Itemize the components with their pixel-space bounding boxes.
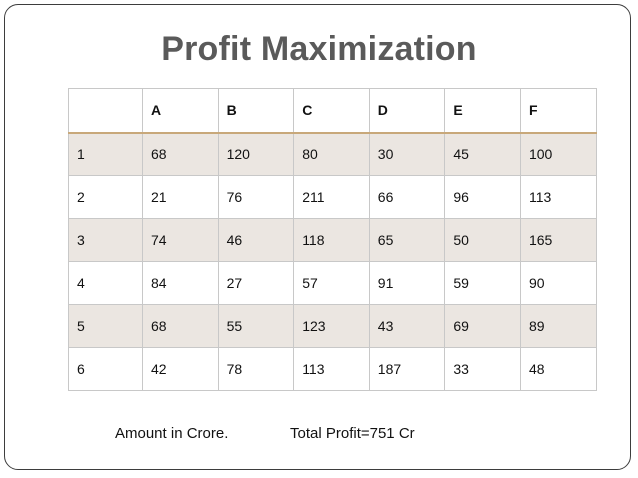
row-label-cell: 6 [68,347,143,391]
slide-title: Profit Maximization [161,30,477,68]
header-cell-b: B [217,88,295,134]
value-cell: 113 [519,175,597,219]
value-cell: 91 [368,261,446,305]
value-cell: 76 [217,175,295,219]
value-cell: 33 [444,347,521,391]
value-cell: 78 [217,347,295,391]
value-cell: 68 [142,132,219,176]
value-cell: 65 [368,218,446,262]
unit-note: Amount in Crore. [115,425,229,442]
header-cell-a: A [142,88,219,134]
value-cell: 118 [293,218,370,262]
table-row: 6 42 78 113 187 33 48 [68,347,597,391]
header-cell-d: D [368,88,446,134]
value-cell: 57 [293,261,370,305]
value-cell: 90 [519,261,597,305]
value-cell: 30 [368,132,446,176]
value-cell: 84 [142,261,219,305]
table-row: 2 21 76 211 66 96 113 [68,175,597,219]
value-cell: 120 [217,132,295,176]
table-row: 3 74 46 118 65 50 165 [68,218,597,262]
value-cell: 55 [217,304,295,348]
total-profit: Total Profit=751 Cr [290,425,415,442]
row-label-cell: 2 [68,175,143,219]
value-cell: 100 [519,132,597,176]
value-cell: 45 [444,132,521,176]
table-row: 4 84 27 57 91 59 90 [68,261,597,305]
value-cell: 113 [293,347,370,391]
table-row: 5 68 55 123 43 69 89 [68,304,597,348]
table-row: 1 68 120 80 30 45 100 [68,132,597,176]
value-cell: 89 [519,304,597,348]
value-cell: 211 [293,175,370,219]
row-label-cell: 3 [68,218,143,262]
value-cell: 96 [444,175,521,219]
value-cell: 42 [142,347,219,391]
value-cell: 187 [368,347,446,391]
header-cell-c: C [293,88,370,134]
value-cell: 27 [217,261,295,305]
header-cell-corner [68,88,143,134]
value-cell: 123 [293,304,370,348]
row-label-cell: 1 [68,132,143,176]
value-cell: 48 [519,347,597,391]
header-cell-f: F [519,88,597,134]
value-cell: 50 [444,218,521,262]
header-cell-e: E [444,88,521,134]
table-body: 1 68 120 80 30 45 100 2 21 76 211 66 96 113 3 74 46 118 65… [68,132,597,391]
value-cell: 80 [293,132,370,176]
value-cell: 21 [142,175,219,219]
value-cell: 68 [142,304,219,348]
row-label-cell: 5 [68,304,143,348]
value-cell: 59 [444,261,521,305]
value-cell: 43 [368,304,446,348]
row-label-cell: 4 [68,261,143,305]
value-cell: 69 [444,304,521,348]
value-cell: 74 [142,218,219,262]
value-cell: 165 [519,218,597,262]
value-cell: 66 [368,175,446,219]
value-cell: 46 [217,218,295,262]
